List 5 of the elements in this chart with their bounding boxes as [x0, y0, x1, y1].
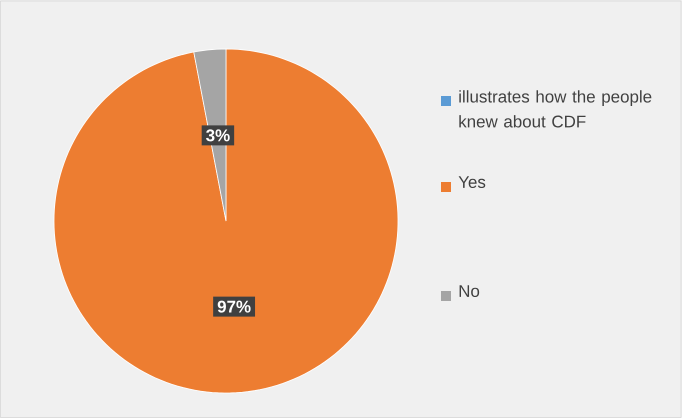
data-label: 97% — [218, 300, 251, 313]
legend-label: illustrates how the people knew about CDF — [459, 90, 652, 128]
legend-label: No — [460, 285, 480, 298]
data-label: 3% — [206, 129, 230, 142]
legend-label: Yes — [458, 176, 486, 188]
